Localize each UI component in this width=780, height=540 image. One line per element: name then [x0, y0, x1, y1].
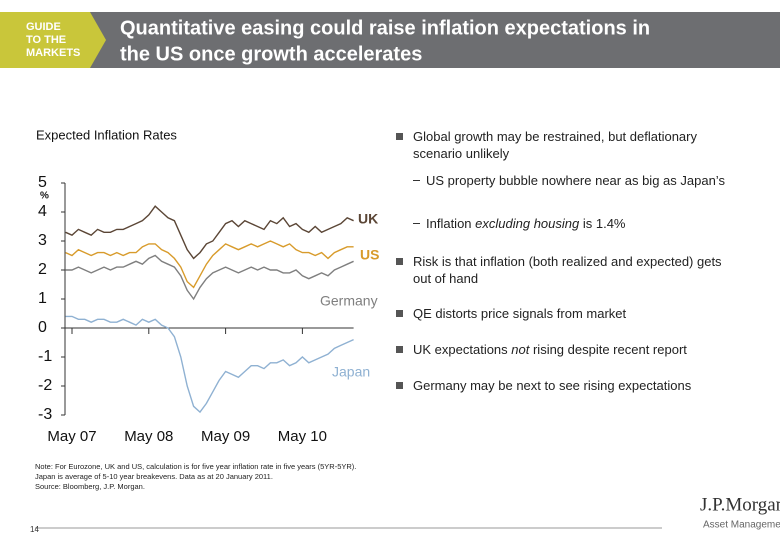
bullet-run: is 1.4%	[579, 216, 626, 231]
bullet-dash	[413, 180, 420, 181]
note: Note: For Eurozone, UK and US, calculati…	[35, 462, 356, 492]
bullet-text: Germany may be next to see rising expect…	[413, 377, 733, 394]
bullet-text: Inflation excluding housing is 1.4%	[426, 215, 726, 232]
x-tick-label: May 09	[201, 428, 250, 445]
series-line	[65, 240, 354, 289]
y-tick-label: 1	[38, 290, 47, 307]
y-tick-label: 4	[38, 203, 47, 220]
y-tick-label: 5	[38, 174, 47, 191]
bullet-text: Risk is that inflation (both realized an…	[413, 253, 733, 287]
x-tick-label: May 07	[47, 428, 96, 445]
y-tick-label: -3	[38, 406, 52, 423]
page-number: 14	[30, 525, 39, 534]
bullet-run: Germany may be next to see rising expect…	[413, 378, 692, 393]
series-label: US	[360, 247, 379, 263]
header-badge	[0, 12, 106, 68]
series-line	[65, 205, 354, 260]
bullet-dash	[413, 223, 420, 224]
note-line: Note: For Eurozone, UK and US, calculati…	[35, 462, 357, 471]
x-tick-label: May 10	[278, 428, 327, 445]
y-tick-label: -1	[38, 348, 52, 365]
note-line: Japan is average of 5-10 year breakevens…	[35, 472, 273, 481]
note-line: Source: Bloomberg, J.P. Morgan.	[35, 482, 145, 491]
y-axis-label: %	[40, 191, 49, 202]
chart-title: Expected Inflation Rates	[36, 127, 177, 142]
bullet-run: Global growth may be restrained, but def…	[413, 129, 697, 161]
bullet-marker	[396, 310, 403, 317]
y-tick-label: 2	[38, 261, 47, 278]
logo: J.P.Morgan	[700, 494, 780, 515]
bullet-run: rising despite recent report	[529, 342, 687, 357]
series-label: Germany	[320, 293, 378, 309]
bullet-marker	[396, 382, 403, 389]
bullet-run: QE distorts price signals from market	[413, 306, 627, 321]
bullet-run: Inflation	[426, 216, 476, 231]
bullet-marker	[396, 258, 403, 265]
y-tick-label: 0	[38, 319, 47, 336]
series-label: UK	[358, 211, 378, 227]
badge-text: TO THE	[26, 34, 66, 46]
bullet-text: Global growth may be restrained, but def…	[413, 128, 733, 162]
y-tick-label: 3	[38, 232, 47, 249]
badge-text: MARKETS	[26, 47, 80, 59]
header-bar	[0, 12, 780, 68]
badge-text: GUIDE	[26, 21, 61, 33]
bullet-text: US property bubble nowhere near as big a…	[426, 172, 726, 189]
bullet-run: not	[511, 342, 530, 357]
series-line	[65, 254, 354, 301]
bullet-run: UK expectations	[413, 342, 512, 357]
bullet-run: Risk is that inflation (both realized an…	[413, 254, 722, 286]
bullet-text: QE distorts price signals from market	[413, 305, 733, 322]
logo-sub: Asset Management	[703, 520, 780, 531]
bullet-run: excluding housing	[475, 216, 580, 231]
bullet-text: UK expectations not rising despite recen…	[413, 341, 733, 358]
bullet-marker	[396, 133, 403, 140]
slide-title: the US once growth accelerates	[120, 43, 422, 65]
bullet-run: US property bubble nowhere near as big a…	[426, 173, 725, 188]
bullet-marker	[396, 346, 403, 353]
series-line	[65, 315, 354, 414]
series-label: Japan	[332, 364, 370, 380]
x-tick-label: May 08	[124, 428, 173, 445]
slide-title: Quantitative easing could raise inflatio…	[120, 17, 650, 39]
y-tick-label: -2	[38, 377, 52, 394]
